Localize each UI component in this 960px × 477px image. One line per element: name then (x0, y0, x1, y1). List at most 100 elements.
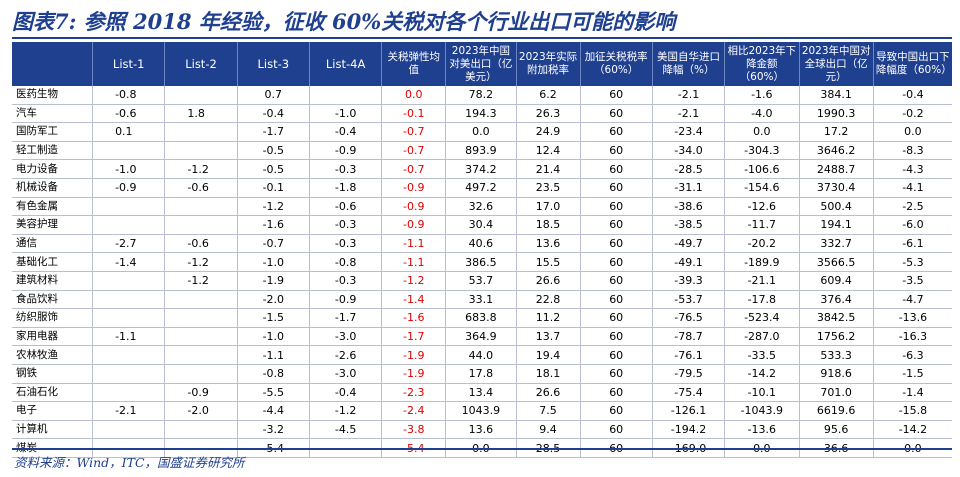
table-cell: 44.0 (445, 345, 517, 365)
elasticity-cell: -0.9 (381, 197, 447, 217)
table-cell: -23.4 (652, 122, 726, 142)
table-cell: 374.2 (445, 159, 517, 179)
elasticity-cell: -0.9 (381, 215, 447, 235)
elasticity-cell: -2.3 (381, 383, 447, 403)
table-cell: 12.4 (516, 141, 581, 161)
table-cell: -3.5 (873, 271, 952, 291)
table-cell: 15.5 (516, 252, 581, 272)
table-cell: -0.9 (309, 141, 383, 161)
table-cell: -304.3 (724, 141, 800, 161)
table-cell (92, 197, 166, 217)
table-cell: -4.7 (873, 290, 952, 310)
table-cell: -6.3 (873, 345, 952, 365)
table-cell: 60 (580, 420, 653, 440)
table-cell: -0.3 (309, 234, 383, 254)
table-cell: -75.4 (652, 383, 726, 403)
table-cell: -0.4 (237, 104, 310, 124)
header-col-9: 美国自华进口降幅（%） (652, 42, 726, 86)
table-cell: 0.0 (724, 122, 800, 142)
industry-name: 纺织服饰 (12, 308, 94, 328)
table-cell: -1.6 (237, 215, 310, 235)
table-cell: 60 (580, 345, 653, 365)
table-cell: -8.3 (873, 141, 952, 161)
table-cell: 95.6 (799, 420, 874, 440)
table-cell: -1.5 (873, 364, 952, 384)
table-cell: 60 (580, 383, 653, 403)
table-cell: 18.1 (516, 364, 581, 384)
elasticity-cell: -1.7 (381, 327, 447, 347)
table-cell: -0.4 (309, 383, 383, 403)
table-cell: -0.9 (309, 290, 383, 310)
industry-name: 基础化工 (12, 252, 94, 272)
table-cell: -1.8 (309, 178, 383, 198)
table-cell: -0.3 (309, 159, 383, 179)
table-cell: 332.7 (799, 234, 874, 254)
elasticity-cell: 0.0 (381, 86, 447, 105)
table-cell: 26.6 (516, 271, 581, 291)
table-row: 基础化工 -1.4 -1.2 -1.0 -0.8 -1.1 386.5 15.5 60 -49.1… (12, 252, 952, 272)
table-cell: -1.5 (237, 308, 310, 328)
header-col-2: List-2 (164, 42, 238, 86)
table-cell: -0.7 (237, 234, 310, 254)
table-cell: 21.4 (516, 159, 581, 179)
elasticity-cell: -0.7 (381, 141, 447, 161)
table-cell: -1.6 (724, 86, 800, 105)
table-cell: -1.9 (237, 271, 310, 291)
table-row: 机械设备 -0.9 -0.6 -0.1 -1.8 -0.9 497.2 23.5 60 -31.1… (12, 178, 952, 198)
table-cell: -28.5 (652, 159, 726, 179)
table-cell: -3.0 (309, 364, 383, 384)
table-cell: 9.4 (516, 420, 581, 440)
table-cell: 497.2 (445, 178, 517, 198)
elasticity-cell: -1.6 (381, 308, 447, 328)
table-cell: 32.6 (445, 197, 517, 217)
table-cell: -49.7 (652, 234, 726, 254)
table-cell: 60 (580, 234, 653, 254)
table-cell: -287.0 (724, 327, 800, 347)
elasticity-cell: -0.9 (381, 178, 447, 198)
table-cell: -17.8 (724, 290, 800, 310)
table-cell: 918.6 (799, 364, 874, 384)
table-cell (92, 420, 166, 440)
table-cell (164, 141, 238, 161)
table-cell: -76.1 (652, 345, 726, 365)
table-cell: -0.8 (309, 252, 383, 272)
table-cell: 683.8 (445, 308, 517, 328)
table-cell: 22.8 (516, 290, 581, 310)
table-row: 电力设备 -1.0 -1.2 -0.5 -0.3 -0.7 374.2 21.4 60 -28.5… (12, 159, 952, 179)
table-cell: -1.2 (164, 271, 238, 291)
table-cell (164, 364, 238, 384)
header-col-4: List-4A (309, 42, 383, 86)
table-cell: 893.9 (445, 141, 517, 161)
table-row: 建筑材料 -1.2 -1.9 -0.3 -1.2 53.7 26.6 60 -39.3 -21.1… (12, 271, 952, 291)
chart-title: 图表7: 参照 2018 年经验，征收 60%关税对各个行业出口可能的影响 (12, 9, 676, 34)
table-cell: 194.1 (799, 215, 874, 235)
table-cell: 384.1 (799, 86, 874, 105)
table-cell: -4.3 (873, 159, 952, 179)
table-cell: 7.5 (516, 401, 581, 421)
table-cell: -0.8 (237, 364, 310, 384)
table-cell: 609.4 (799, 271, 874, 291)
table-cell: 3566.5 (799, 252, 874, 272)
table-cell: 60 (580, 86, 653, 105)
table-cell: -0.9 (92, 178, 166, 198)
table-cell: 376.4 (799, 290, 874, 310)
table-cell: 6.2 (516, 86, 581, 105)
table-cell: -14.2 (724, 364, 800, 384)
table-cell: -13.6 (873, 308, 952, 328)
industry-name: 农林牧渔 (12, 345, 94, 365)
table-cell: 23.5 (516, 178, 581, 198)
table-cell: 6619.6 (799, 401, 874, 421)
table-cell: -14.2 (873, 420, 952, 440)
elasticity-cell: -0.7 (381, 122, 447, 142)
table-cell: -38.5 (652, 215, 726, 235)
table-row: 计算机 -3.2 -4.5 -3.8 13.6 9.4 60 -194.2 -13.6 95.6-… (12, 420, 952, 440)
table-cell: -0.5 (237, 141, 310, 161)
table-cell: 1756.2 (799, 327, 874, 347)
table-cell: -4.4 (237, 401, 310, 421)
industry-name: 食品饮料 (12, 290, 94, 310)
table-cell: -1.0 (237, 327, 310, 347)
industry-name: 计算机 (12, 420, 94, 440)
table-cell: -1.4 (873, 383, 952, 403)
table-cell: -13.6 (724, 420, 800, 440)
elasticity-cell: -0.7 (381, 159, 447, 179)
